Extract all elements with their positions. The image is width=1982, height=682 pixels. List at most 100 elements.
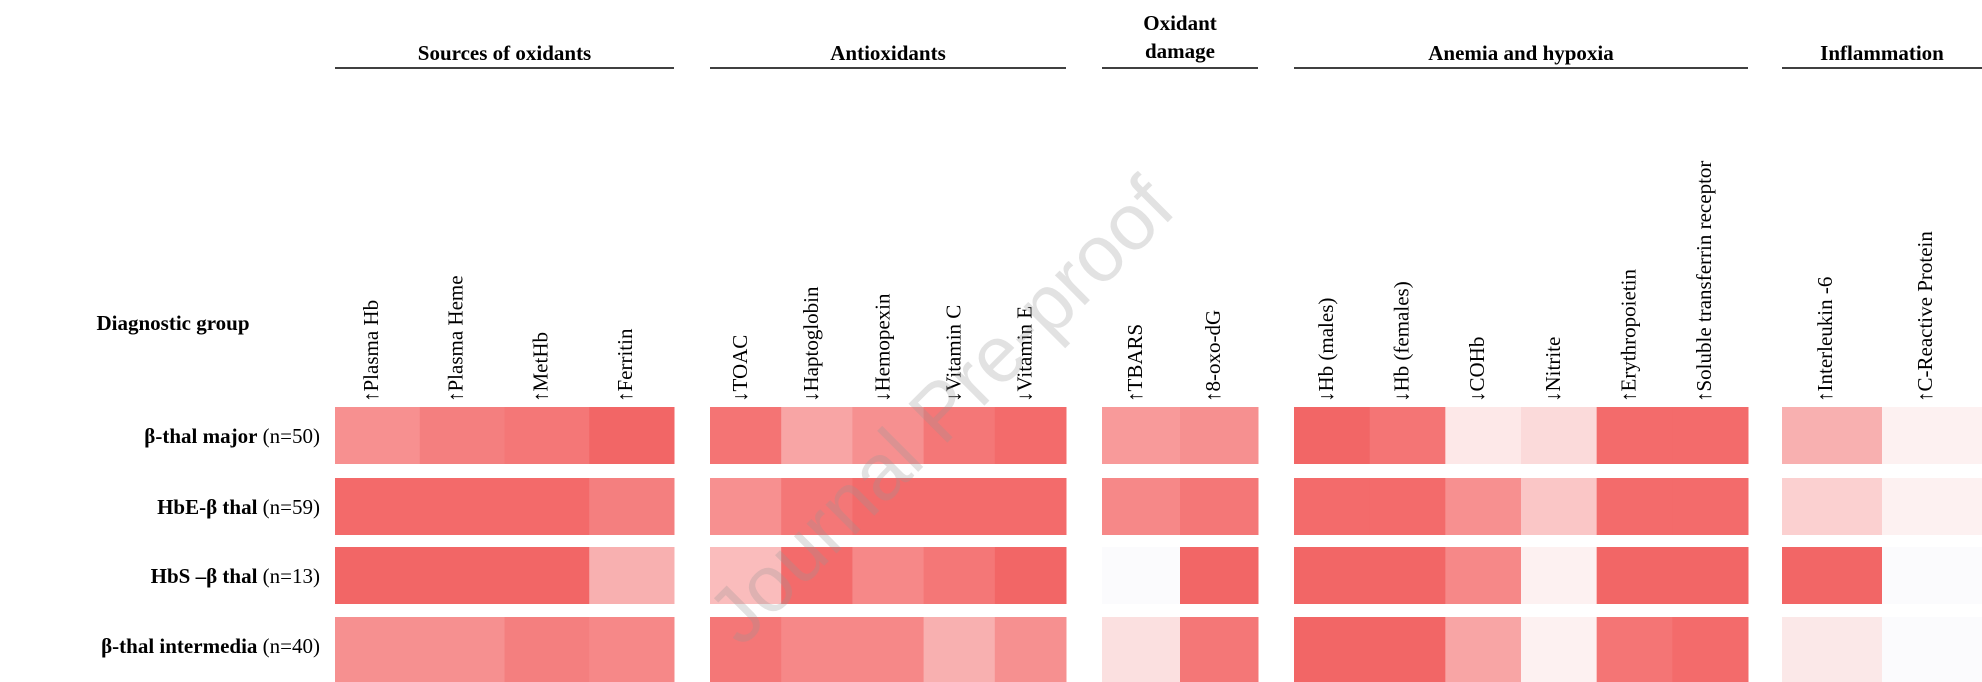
heat-cell [1521,407,1598,464]
heat-cell [335,617,421,682]
heat-cell [589,547,675,604]
heat-cell [419,407,505,464]
heat-cell [504,617,590,682]
column-label: ↓Hb (females) [1390,281,1414,402]
column-label: ↓Hb (males) [1314,298,1338,402]
column-label: ↑TBARS [1123,324,1147,402]
heat-cell [852,547,925,604]
heat-cell [1445,478,1522,535]
heat-cell [1782,478,1883,535]
heat-cell [1672,617,1749,682]
heat-cell [1180,547,1259,604]
heat-cell [781,407,853,464]
heat-cell [1180,617,1259,682]
heat-cell [1294,407,1371,464]
row-count: (n=50) [263,424,320,448]
heat-cell [852,478,925,535]
heat-cell [1672,407,1749,464]
row-name: HbE-β thal [157,495,258,519]
heat-cell [335,478,421,535]
row-count: (n=13) [263,564,320,588]
group-title: Sources of oxidants [418,41,591,65]
heat-cell [1882,407,1982,464]
heat-cell [1445,407,1522,464]
heat-cell [1882,617,1982,682]
heat-cell [504,407,590,464]
column-label: ↓Haptoglobin [799,286,823,402]
heat-cell [504,478,590,535]
column-label: ↑C-Reactive Protein [1913,231,1937,402]
heat-cell [419,478,505,535]
heat-cell [1445,547,1522,604]
heat-cell [1102,547,1181,604]
row-label: HbS –β thal (n=13) [151,564,320,588]
heat-cell [994,478,1067,535]
group-title: Oxidant damage [1143,11,1217,63]
heat-cell [1369,617,1446,682]
heat-cell [1102,478,1181,535]
heat-cell [781,478,853,535]
heat-cell [1521,547,1598,604]
heat-cell [710,478,782,535]
heat-cell [852,407,925,464]
column-label: ↑Ferritin [613,328,637,402]
heat-cell [1882,547,1982,604]
column-label: ↑MetHb [528,332,552,402]
heat-cell [923,478,996,535]
heat-cell [1369,547,1446,604]
heat-cell [994,547,1067,604]
heat-cell [923,617,996,682]
heat-cell [1782,617,1883,682]
column-label: ↓Vitamin E [1013,306,1037,402]
heat-cell [1596,617,1673,682]
heat-cell [1369,478,1446,535]
heat-cell [1294,547,1371,604]
heat-cell [1672,547,1749,604]
column-label: ↓Vitamin C [941,305,965,402]
heat-cell [1102,617,1181,682]
group-title: Anemia and hypoxia [1428,41,1614,65]
heat-cell [1782,407,1883,464]
heat-cell [1102,407,1181,464]
heat-cell [1596,478,1673,535]
group-title: Antioxidants [830,41,946,65]
row-count: (n=59) [263,495,320,519]
heat-cell [335,407,421,464]
row-name: β-thal major [144,424,257,448]
column-label: ↓Nitrite [1541,337,1565,402]
column-label: ↑Plasma Heme [444,275,468,402]
heat-cell [710,617,782,682]
column-label: ↑Interleukin -6 [1813,277,1837,402]
heat-cell [710,407,782,464]
heat-cell [335,547,421,604]
heat-cell [1596,407,1673,464]
heat-cell [1782,547,1883,604]
row-label: β-thal major (n=50) [144,424,320,448]
heat-cell [923,547,996,604]
heat-cell [1180,407,1259,464]
heat-cell [589,617,675,682]
heat-cell [923,407,996,464]
row-count: (n=40) [263,634,320,658]
heat-cell [1521,478,1598,535]
heat-cell [1294,478,1371,535]
heat-cell [781,547,853,604]
heat-cell [419,547,505,604]
heat-cell [994,407,1067,464]
heat-cell [419,617,505,682]
heat-cell [589,478,675,535]
row-name: HbS –β thal [151,564,258,588]
heat-cell [589,407,675,464]
heat-cell [1882,478,1982,535]
heat-cell [852,617,925,682]
heat-cell [1445,617,1522,682]
heat-cell [710,547,782,604]
column-label: ↓COHb [1465,337,1489,402]
row-name: β-thal intermedia [101,634,258,658]
heat-cell [781,617,853,682]
group-title: Inflammation [1820,41,1944,65]
heat-cell [1596,547,1673,604]
column-label: ↑Soluble transferrin receptor [1692,161,1716,402]
row-label: HbE-β thal (n=59) [157,495,320,519]
